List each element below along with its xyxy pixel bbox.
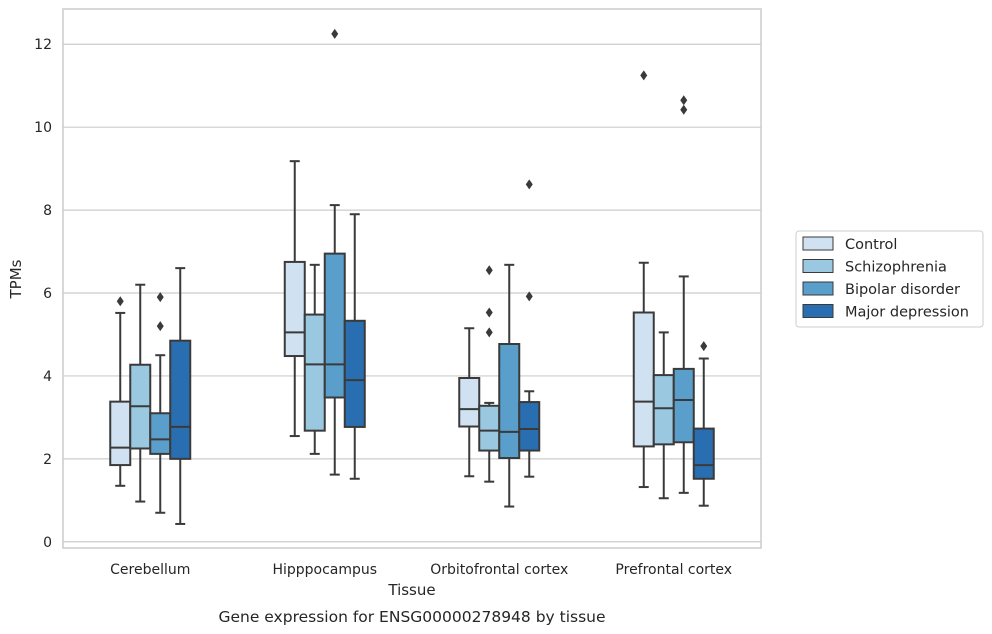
outlier-point: [116, 296, 124, 307]
box-control: [458, 327, 481, 478]
box-iqr: [478, 404, 501, 452]
x-axis-ticks: Cerebellum Hipppocampus Orbitofrontal cort…: [110, 562, 732, 578]
legend: Control Schizophrenia Bipolar disorder Majo…: [795, 230, 984, 328]
box-major-depression: [692, 341, 715, 507]
box-iqr: [458, 377, 481, 428]
y-tick-label: 12: [34, 37, 52, 53]
box-iqr: [692, 427, 715, 480]
box-control: [283, 160, 306, 438]
outlier-point: [331, 28, 339, 39]
y-tick-label: 8: [43, 203, 52, 219]
box-iqr: [652, 374, 675, 446]
legend-frame: [795, 230, 984, 328]
box-iqr: [149, 412, 172, 455]
box-iqr: [498, 343, 521, 460]
boxes: [109, 28, 715, 525]
box-bipolar-disorder: [498, 263, 521, 508]
outlier-point: [156, 321, 164, 332]
box-schizophrenia: [478, 265, 501, 483]
y-tick-label: 0: [43, 535, 52, 551]
x-tick-label: Prefrontal cortex: [615, 562, 732, 578]
box-iqr: [672, 367, 695, 444]
box-major-depression: [169, 267, 192, 525]
x-tick-label: Orbitofrontal cortex: [430, 562, 568, 578]
box-bipolar-disorder: [149, 292, 172, 514]
box-iqr: [169, 339, 192, 460]
box-iqr: [632, 311, 655, 448]
box-iqr: [109, 400, 132, 467]
box-schizophrenia: [129, 283, 152, 503]
outlier-point: [680, 104, 688, 115]
box-iqr: [323, 252, 346, 399]
box-iqr: [283, 260, 306, 358]
y-tick-label: 4: [43, 369, 52, 385]
x-axis-label: Tissue: [387, 581, 435, 599]
y-axis-label: TPMs: [7, 259, 25, 299]
box-major-depression: [343, 213, 366, 480]
outlier-point: [485, 307, 493, 318]
outlier-point: [156, 292, 164, 303]
outlier-point: [680, 95, 688, 106]
legend-label: Schizophrenia: [845, 260, 947, 276]
outlier-point: [485, 327, 493, 338]
y-axis-ticks: 0 2 4 6 8 10 12: [34, 37, 52, 551]
box-iqr: [518, 401, 541, 452]
outlier-point: [485, 265, 493, 276]
legend-swatch: [802, 304, 834, 318]
x-tick-label: Hipppocampus: [272, 562, 377, 578]
y-tick-label: 10: [34, 120, 52, 136]
outlier-point: [525, 179, 533, 190]
box-schizophrenia: [652, 331, 675, 500]
chart-caption: Gene expression for ENSG00000278948 by t…: [218, 608, 605, 626]
outlier-point: [640, 70, 648, 81]
legend-label: Major depression: [845, 305, 969, 321]
box-major-depression: [518, 179, 541, 478]
legend-swatch: [802, 281, 834, 296]
box-iqr: [343, 319, 366, 428]
legend-swatch: [802, 259, 834, 273]
legend-swatch: [802, 236, 834, 251]
y-tick-label: 6: [43, 286, 52, 302]
y-tick-label: 2: [43, 452, 52, 468]
outlier-point: [525, 291, 533, 302]
box-bipolar-disorder: [672, 95, 695, 494]
plot-area: [62, 8, 762, 549]
box-iqr: [303, 313, 326, 432]
legend-label: Control: [845, 237, 897, 253]
x-tick-label: Cerebellum: [110, 562, 190, 578]
legend-label: Bipolar disorder: [845, 282, 960, 298]
outlier-point: [700, 341, 708, 352]
